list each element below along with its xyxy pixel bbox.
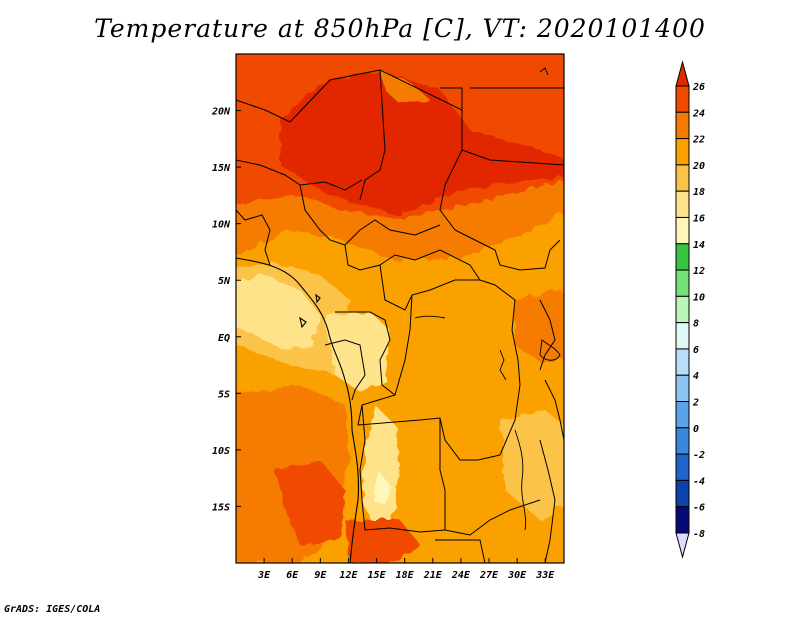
lon-tick-label: 33E [535,570,555,581]
colorbar-bottom-triangle [675,532,690,559]
colorbar-label: -4 [693,476,705,487]
colorbar-box [675,138,690,166]
lon-tick-label: 12E [339,570,358,581]
colorbar-label: -8 [693,529,705,540]
field-gabon-16-18 [325,312,390,392]
lon-tick-label: 15E [368,570,387,581]
colorbar-box [675,269,690,297]
lat-tick-label: 5S [218,389,230,400]
colorbar-label: -2 [693,450,705,461]
lon-tick-label: 21E [423,570,443,581]
field-sahara-26plus [280,70,564,215]
colorbar-box [675,85,690,113]
colorbar-label: -6 [693,503,705,514]
colorbar-box [675,453,690,481]
lat-tick-label: 5N [218,276,231,287]
colorbar-box [675,374,690,403]
lon-tick-label: 3E [257,570,271,581]
field-tanzania-18-20 [500,410,564,520]
field-tibesti-patch [380,70,430,104]
colorbar-label: 18 [693,187,705,198]
colorbar-label: 20 [692,161,705,172]
colorbar-label: 26 [692,82,705,93]
country-borders [236,69,564,563]
lon-tick-label: 27E [479,570,499,581]
colorbar-box [675,190,690,218]
field-angola-highland-16-18 [362,405,400,530]
field-namibia-24-26 [345,520,420,563]
lat-tick-label: EQ [218,333,230,344]
colorbar-box [675,216,690,245]
colorbar-label: 12 [693,266,705,277]
colorbar-label: 14 [693,240,705,251]
temperature-field [236,54,564,563]
lat-tick-label: 15N [212,163,231,174]
lon-tick-label: 24E [451,570,471,581]
lat-tick-label: 20N [211,107,231,118]
latitude-axis: 20N 15N 10N 5N EQ 5S 10S 15S [211,107,241,513]
coastline [236,67,561,563]
colorbar-box [675,479,690,508]
lat-tick-label: 10N [212,220,231,231]
colorbar-label: 6 [693,345,699,356]
map-title: Temperature at 850hPa [C], VT: 202010140… [94,14,706,43]
lat-tick-label: 15S [212,502,230,513]
colorbar-top-triangle [675,60,690,87]
lon-tick-label: 18E [396,570,415,581]
lon-tick-label: 30E [507,570,527,581]
colorbar-box [675,348,690,376]
colorbar-label: 16 [693,213,705,224]
colorbar-label: 0 [693,424,699,435]
colorbar-box [675,506,690,534]
lon-tick-label: 9E [314,570,327,581]
colorbar-label: 22 [692,135,705,146]
colorbar-box [675,243,690,271]
lon-tick-label: 6E [286,570,299,581]
colorbar-label: 8 [693,319,699,330]
field-east-africa-22-24 [515,290,564,365]
field-angola-peak-14-16 [373,470,392,505]
colorbar-label: 2 [692,398,699,409]
colorbar-box [675,295,690,324]
lat-tick-label: 10S [212,446,230,457]
colorbar-label: 10 [693,292,705,303]
field-gulf-16-18 [236,275,320,350]
longitude-axis: 3E 6E 9E 12E 15E 18E 21E 24E 27E 30E 33E [257,558,555,581]
colorbar-box [675,164,690,192]
colorbar-box [675,401,690,429]
colorbar-box [675,427,690,455]
field-atlantic-24-26 [275,460,345,545]
colorbar-label: 24 [692,108,705,119]
colorbar-box [675,111,690,140]
map-frame [235,53,565,564]
colorbar-box [675,322,690,350]
colorbar-label: 4 [693,371,699,382]
grads-credit: GrADS: IGES/COLA [4,604,101,615]
